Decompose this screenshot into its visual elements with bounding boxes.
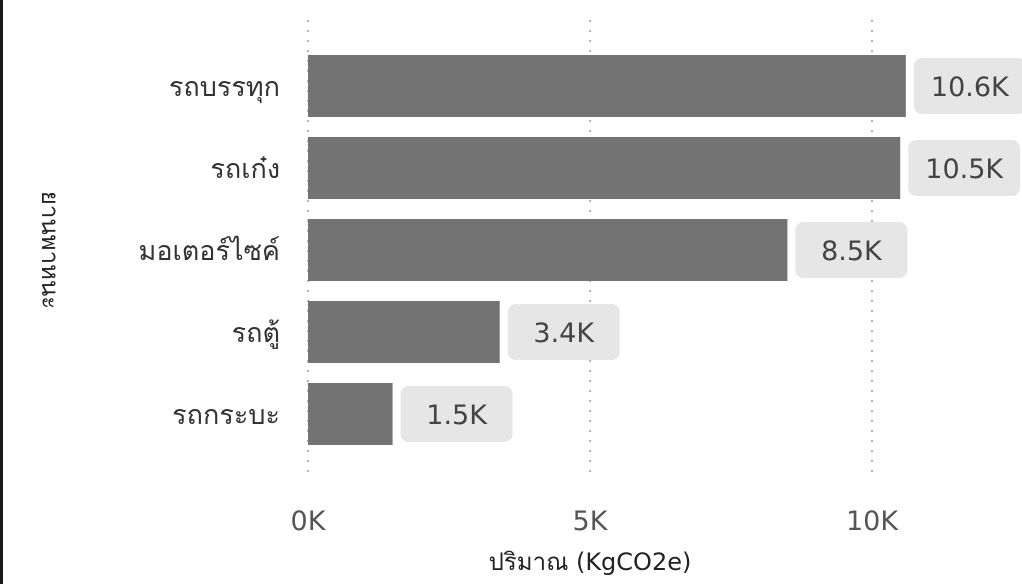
- bar[interactable]: [308, 137, 901, 199]
- category-label: รถกระบะ: [172, 400, 280, 431]
- category-label: รถบรรทุก: [169, 72, 280, 104]
- data-label: 8.5K: [821, 236, 883, 267]
- data-label: 1.5K: [426, 400, 488, 431]
- bar[interactable]: [308, 219, 788, 281]
- data-label-background: [507, 304, 620, 360]
- bars: [308, 55, 906, 445]
- data-label-background: [400, 386, 513, 442]
- bar[interactable]: [308, 301, 500, 363]
- x-tick-label: 0K: [291, 506, 327, 537]
- x-axis-title: ปริมาณ (KgCO2e): [489, 548, 692, 576]
- x-tick-label: 5K: [573, 506, 609, 537]
- x-tick-label: 10K: [846, 506, 899, 537]
- data-labels: 10.6K 10.5K 8.5K 3.4K 1.5K: [400, 58, 1022, 442]
- bar[interactable]: [308, 55, 906, 117]
- data-label: 3.4K: [533, 318, 595, 349]
- x-tick-labels: 0K 5K 10K: [291, 506, 900, 537]
- category-label: มอเตอร์ไซค์: [139, 235, 280, 267]
- data-label: 10.5K: [925, 154, 1004, 185]
- y-axis-title: ยานพาหนะ: [36, 191, 64, 309]
- data-label: 10.6K: [931, 72, 1010, 103]
- data-label-background: [795, 222, 908, 278]
- data-label-background: [913, 58, 1022, 114]
- category-label: รถเก๋ง: [210, 154, 280, 185]
- panel-border: [0, 0, 12, 584]
- category-label: รถตู้: [232, 318, 280, 349]
- bar[interactable]: [308, 383, 393, 445]
- data-label-background: [908, 140, 1021, 196]
